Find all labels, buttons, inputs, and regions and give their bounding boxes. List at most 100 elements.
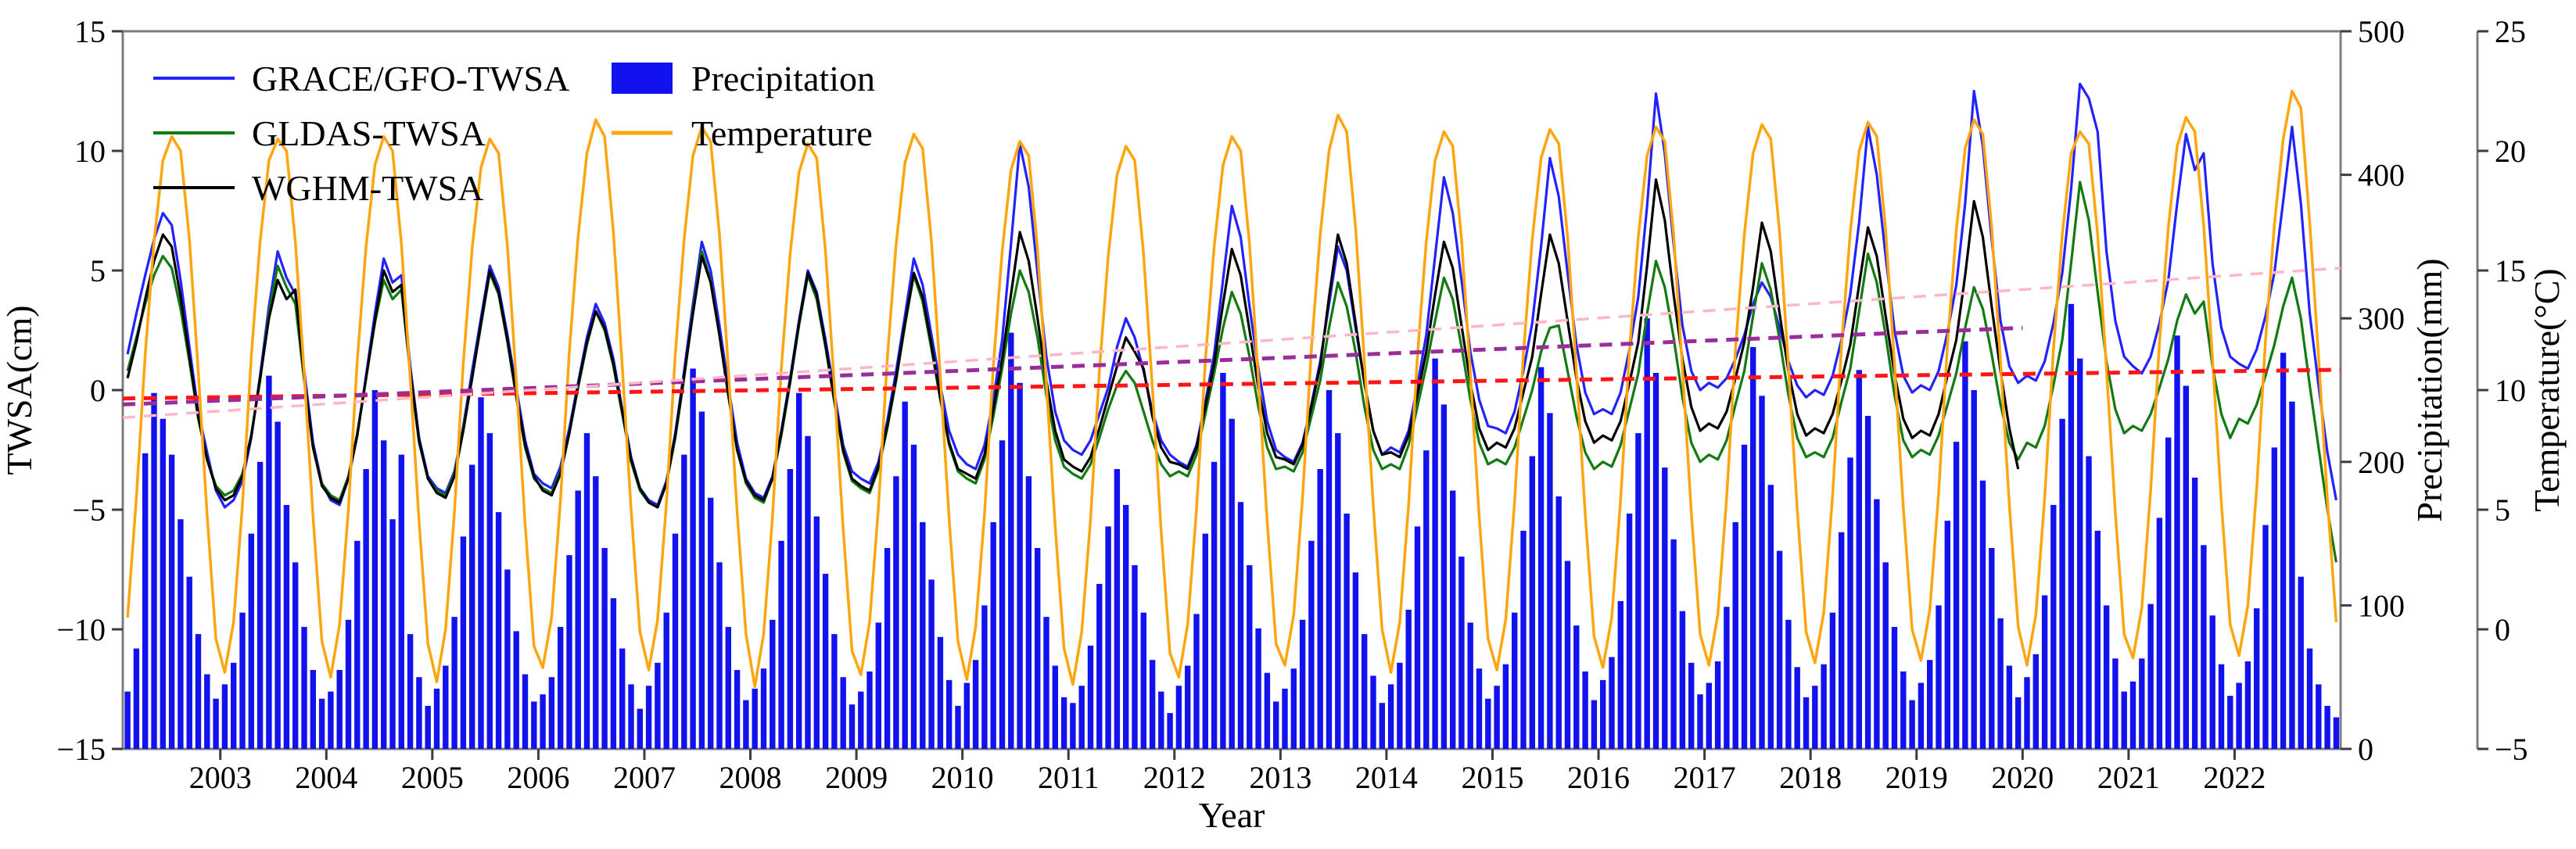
precip-bar bbox=[2324, 705, 2330, 749]
precip-bar bbox=[566, 555, 572, 749]
precip-bar bbox=[371, 390, 379, 749]
precip-bar bbox=[1485, 698, 1491, 749]
precip-bar bbox=[1821, 664, 1827, 749]
wghm-twsa-line bbox=[126, 178, 2020, 509]
precip-bar bbox=[345, 619, 352, 749]
y-axis-precipitation: 0 100 200 300 400 500 bbox=[2341, 14, 2405, 767]
precip-bar bbox=[504, 569, 511, 749]
precip-bar bbox=[2289, 401, 2295, 749]
precip-bar bbox=[902, 401, 908, 749]
precip-bar bbox=[433, 688, 440, 749]
precip-bar bbox=[1573, 625, 1580, 749]
precip-bar bbox=[1794, 667, 1800, 749]
precip-bar bbox=[1158, 691, 1164, 749]
precip-bar bbox=[195, 634, 202, 749]
x-tick-label: 2005 bbox=[401, 760, 464, 795]
precip-bar bbox=[1944, 521, 1950, 749]
precip-bar bbox=[257, 461, 264, 749]
precip-bar bbox=[787, 469, 794, 749]
precip-bar bbox=[1953, 442, 1960, 749]
x-tick-label: 2018 bbox=[1779, 760, 1842, 795]
precip-bar bbox=[416, 677, 422, 749]
precip-bar bbox=[1679, 611, 1686, 749]
legend-precipitation-label: Precipitation bbox=[691, 59, 875, 99]
y-left-tick-label: 10 bbox=[74, 134, 106, 169]
precip-bar bbox=[1370, 675, 1376, 749]
precip-bar bbox=[1856, 370, 1862, 749]
precip-bar bbox=[1714, 661, 1721, 749]
pink-dashed-trend bbox=[122, 267, 2341, 419]
precip-bar bbox=[2271, 447, 2277, 749]
precip-bar bbox=[2015, 697, 2022, 749]
precip-bar bbox=[1167, 713, 1173, 749]
legend: GRACE/GFO-TWSA GLDAS-TWSA WGHM-TWSA Prec… bbox=[153, 59, 875, 208]
precip-bar bbox=[1140, 612, 1146, 749]
precip-bar bbox=[2156, 518, 2163, 749]
precip-bar bbox=[1520, 530, 1527, 749]
y-precip-tick-label: 200 bbox=[2358, 445, 2405, 480]
x-tick-label: 2012 bbox=[1143, 760, 1206, 795]
precip-bar bbox=[813, 516, 820, 749]
precip-bar bbox=[486, 433, 493, 749]
precip-bar bbox=[301, 626, 307, 749]
precip-bar bbox=[690, 368, 696, 749]
precip-bar bbox=[743, 700, 749, 749]
x-axis-title: Year bbox=[1199, 795, 1265, 835]
precip-bar bbox=[805, 435, 811, 749]
precip-bar bbox=[1891, 626, 1898, 749]
precip-bar bbox=[708, 497, 714, 749]
precip-bar bbox=[875, 622, 881, 749]
precip-bar bbox=[221, 684, 228, 749]
y-precip-tick-label: 0 bbox=[2358, 732, 2373, 767]
precip-bar bbox=[1326, 390, 1333, 749]
precip-bar bbox=[239, 612, 246, 749]
precip-bar bbox=[1105, 526, 1111, 749]
precip-bar bbox=[2086, 456, 2092, 749]
precip-bar bbox=[655, 662, 661, 749]
x-tick-label: 2014 bbox=[1355, 760, 1418, 795]
precip-bar bbox=[1273, 701, 1279, 749]
precip-bar bbox=[336, 670, 343, 749]
precip-bar bbox=[460, 536, 467, 749]
precip-bar bbox=[248, 533, 254, 749]
precip-bar bbox=[1927, 660, 1933, 749]
precip-bar bbox=[168, 454, 175, 749]
precip-bar bbox=[593, 476, 599, 749]
precip-bar bbox=[1070, 703, 1076, 749]
precip-bar bbox=[1335, 433, 1341, 749]
y-precip-tick-label: 100 bbox=[2358, 588, 2405, 623]
precip-bar bbox=[451, 617, 457, 749]
precip-bar bbox=[1564, 561, 1571, 749]
precip-bar bbox=[2139, 658, 2145, 749]
precip-bar bbox=[1017, 382, 1023, 749]
precip-bar bbox=[2280, 353, 2287, 749]
precip-bar bbox=[2024, 677, 2030, 749]
y-precip-tick-label: 300 bbox=[2358, 301, 2405, 336]
y-temp-axis-title: Temperature(°C) bbox=[2527, 268, 2567, 511]
x-tick-label: 2009 bbox=[825, 760, 888, 795]
precip-bar bbox=[990, 521, 996, 749]
precip-bar bbox=[407, 634, 414, 749]
precip-bar bbox=[142, 453, 149, 749]
precip-bar bbox=[2183, 385, 2189, 749]
precip-bar bbox=[1255, 628, 1261, 749]
precip-bar bbox=[2112, 658, 2119, 749]
precip-bar bbox=[2236, 682, 2242, 749]
precip-bar bbox=[513, 631, 519, 749]
legend-gldas-label: GLDAS-TWSA bbox=[252, 113, 486, 153]
precip-bar bbox=[1317, 469, 1323, 749]
precip-bar bbox=[796, 392, 802, 749]
legend-wghm-label: WGHM-TWSA bbox=[252, 168, 483, 208]
precip-bar bbox=[645, 686, 652, 749]
precip-bar bbox=[1767, 485, 1774, 749]
precip-bar bbox=[1087, 645, 1094, 749]
precip-bar bbox=[1502, 664, 1509, 749]
y-temp-tick-label: 10 bbox=[2495, 373, 2526, 408]
data-lines bbox=[126, 82, 2338, 689]
precip-bar bbox=[1149, 660, 1156, 749]
y-left-tick-label: 15 bbox=[74, 14, 106, 49]
precip-bar bbox=[946, 679, 953, 749]
precip-bar bbox=[1078, 686, 1085, 749]
precip-bar bbox=[1971, 390, 1977, 749]
y-left-tick-label: −10 bbox=[56, 612, 106, 647]
